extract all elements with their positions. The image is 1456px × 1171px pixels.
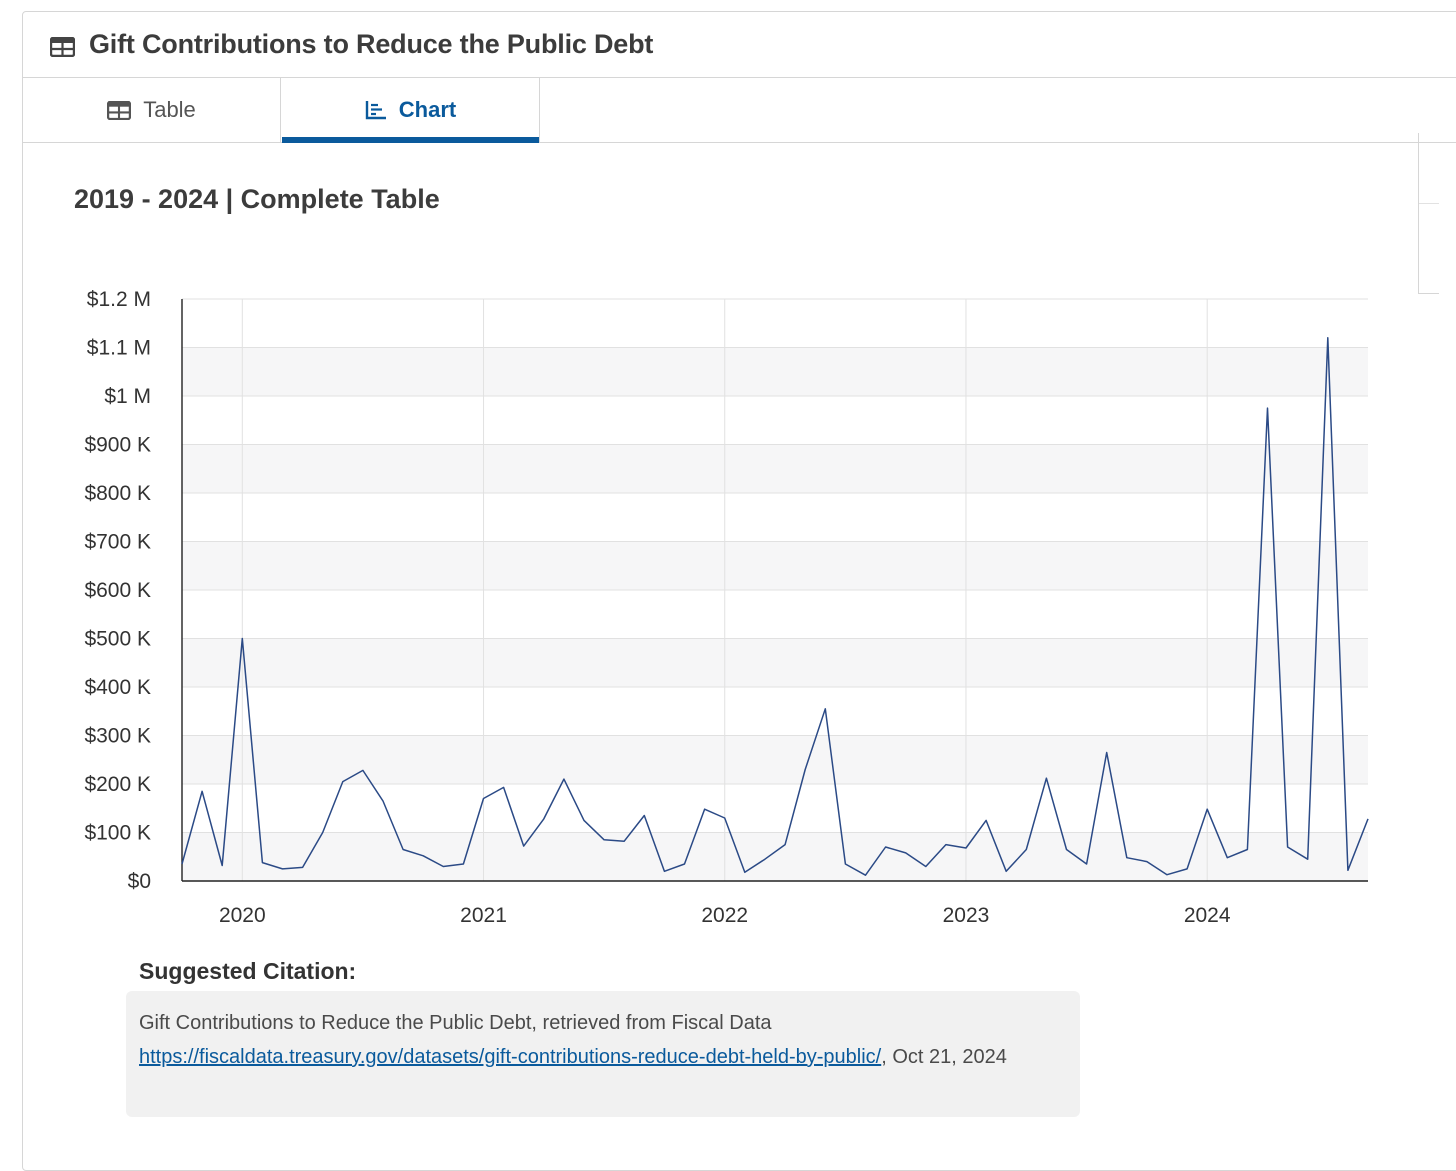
y-tick-label: $600 K bbox=[84, 579, 151, 602]
citation-date: , Oct 21, 2024 bbox=[881, 1046, 1007, 1068]
grid-band bbox=[182, 638, 1368, 687]
view-tabs: Table Chart bbox=[23, 78, 1456, 143]
y-tick-label: $700 K bbox=[84, 531, 151, 554]
table-icon bbox=[107, 100, 132, 120]
y-tick-label: $300 K bbox=[84, 725, 151, 748]
y-tick-label: $1.1 M bbox=[87, 337, 151, 360]
table-icon bbox=[50, 37, 75, 57]
side-panel-edge bbox=[1418, 133, 1439, 294]
card-header: Gift Contributions to Reduce the Public … bbox=[23, 12, 1456, 78]
y-tick-label: $100 K bbox=[84, 822, 151, 845]
y-tick-label: $0 bbox=[128, 870, 151, 893]
y-tick-label: $200 K bbox=[84, 773, 151, 796]
tab-chart-label: Chart bbox=[398, 97, 457, 122]
citation-text: Gift Contributions to Reduce the Public … bbox=[139, 1012, 772, 1034]
citation-box: Gift Contributions to Reduce the Public … bbox=[126, 991, 1080, 1117]
dataset-card: Gift Contributions to Reduce the Public … bbox=[22, 11, 1456, 1171]
tab-table-label: Table bbox=[143, 97, 196, 122]
y-tick-label: $500 K bbox=[84, 628, 151, 651]
grid-band bbox=[182, 444, 1368, 493]
x-tick-label: 2022 bbox=[701, 904, 748, 927]
grid-band bbox=[182, 735, 1368, 784]
x-tick-label: 2020 bbox=[219, 904, 266, 927]
line-chart: $0 $100 K $200 K $300 K $400 K $500 K $600 K $7… bbox=[84, 288, 1369, 927]
grid-band bbox=[182, 347, 1368, 396]
chart-range-title: 2019 - 2024 | Complete Table bbox=[74, 184, 440, 214]
x-tick-label: 2023 bbox=[943, 904, 990, 927]
x-tick-label: 2024 bbox=[1184, 904, 1231, 927]
grid-band bbox=[182, 541, 1368, 590]
grid-band bbox=[182, 832, 1368, 881]
tab-chart[interactable]: Chart bbox=[282, 78, 540, 143]
tab-table[interactable]: Table bbox=[23, 78, 281, 142]
citation-heading: Suggested Citation: bbox=[139, 958, 357, 984]
y-tick-label: $400 K bbox=[84, 676, 151, 699]
y-tick-label: $1 M bbox=[104, 385, 151, 408]
y-tick-label: $1.2 M bbox=[87, 288, 151, 311]
y-tick-label: $800 K bbox=[84, 482, 151, 505]
citation-link[interactable]: https://fiscaldata.treasury.gov/datasets… bbox=[139, 1046, 882, 1068]
chart-icon bbox=[365, 101, 386, 120]
card-title: Gift Contributions to Reduce the Public … bbox=[89, 29, 654, 59]
y-tick-label: $900 K bbox=[84, 434, 151, 457]
x-tick-label: 2021 bbox=[460, 904, 507, 927]
series-line bbox=[181, 337, 1369, 876]
